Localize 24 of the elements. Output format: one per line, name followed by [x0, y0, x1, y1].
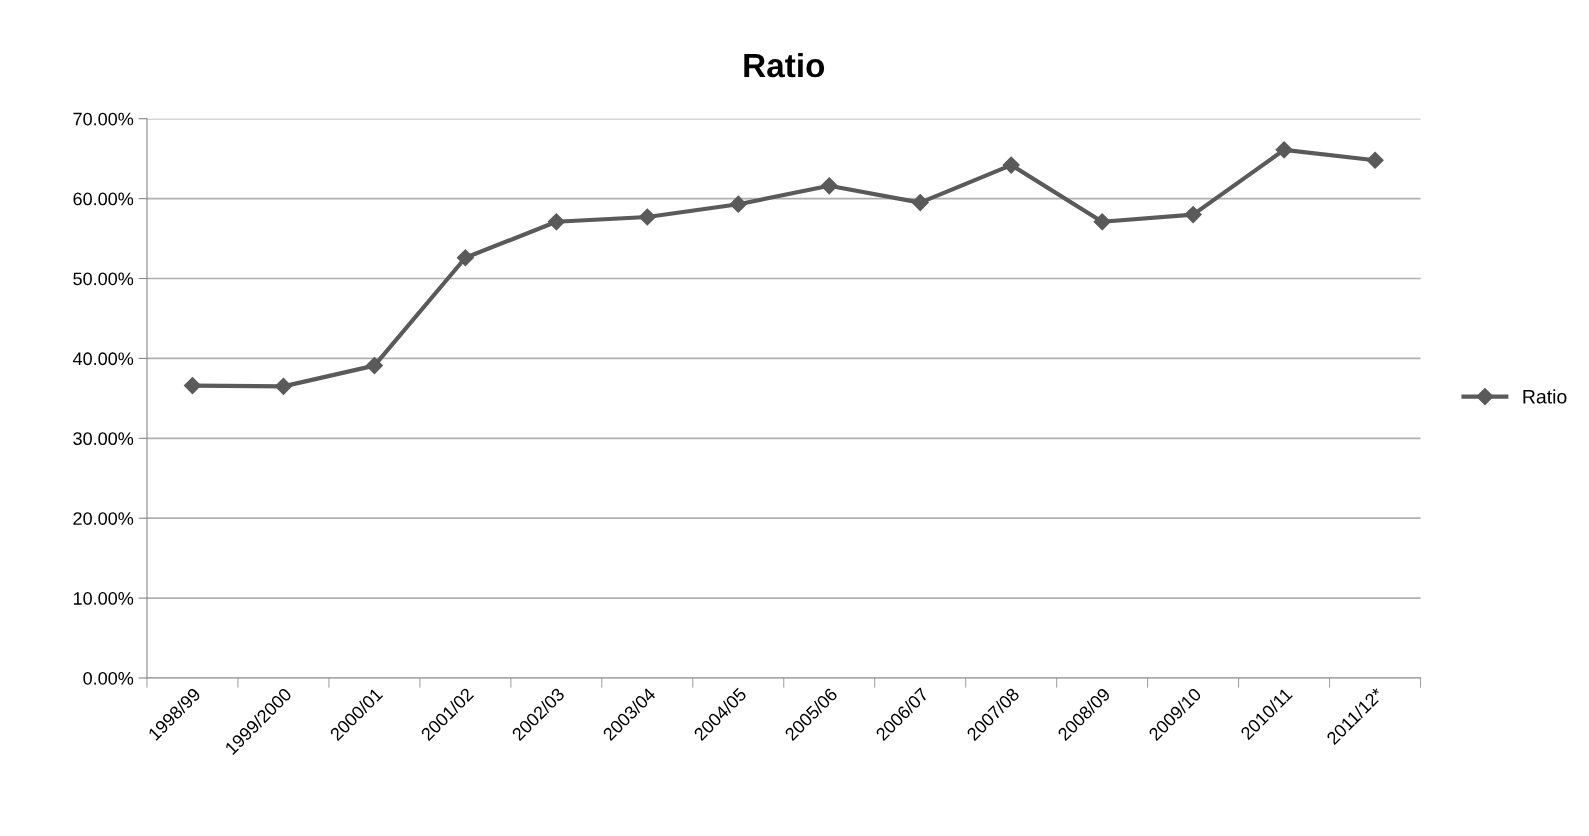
- point: [456, 249, 474, 267]
- legend-label: Ratio: [1523, 389, 1567, 404]
- y-tick-label: 10.00%: [73, 592, 134, 605]
- y-tick-label: 70.00%: [73, 112, 134, 126]
- point: [911, 194, 929, 212]
- point: [1275, 141, 1293, 159]
- y-tick-label: 30.00%: [73, 432, 134, 446]
- point: [274, 377, 292, 395]
- point: [638, 208, 656, 226]
- point: [820, 177, 838, 195]
- point: [1093, 213, 1111, 231]
- point: [1366, 151, 1384, 169]
- chart-title: Ratio: [744, 52, 825, 78]
- point: [547, 213, 565, 231]
- point: [183, 377, 202, 395]
- point: [1184, 206, 1202, 224]
- y-tick-label: 20.00%: [73, 512, 134, 525]
- y-tick-label: 50.00%: [73, 272, 134, 286]
- point: [1002, 156, 1020, 174]
- point: [729, 195, 747, 213]
- y-tick-label: 60.00%: [73, 192, 134, 206]
- y-tick-label: 40.00%: [72, 352, 134, 366]
- y-tick-label: 0.00%: [83, 671, 134, 685]
- point: [365, 357, 383, 375]
